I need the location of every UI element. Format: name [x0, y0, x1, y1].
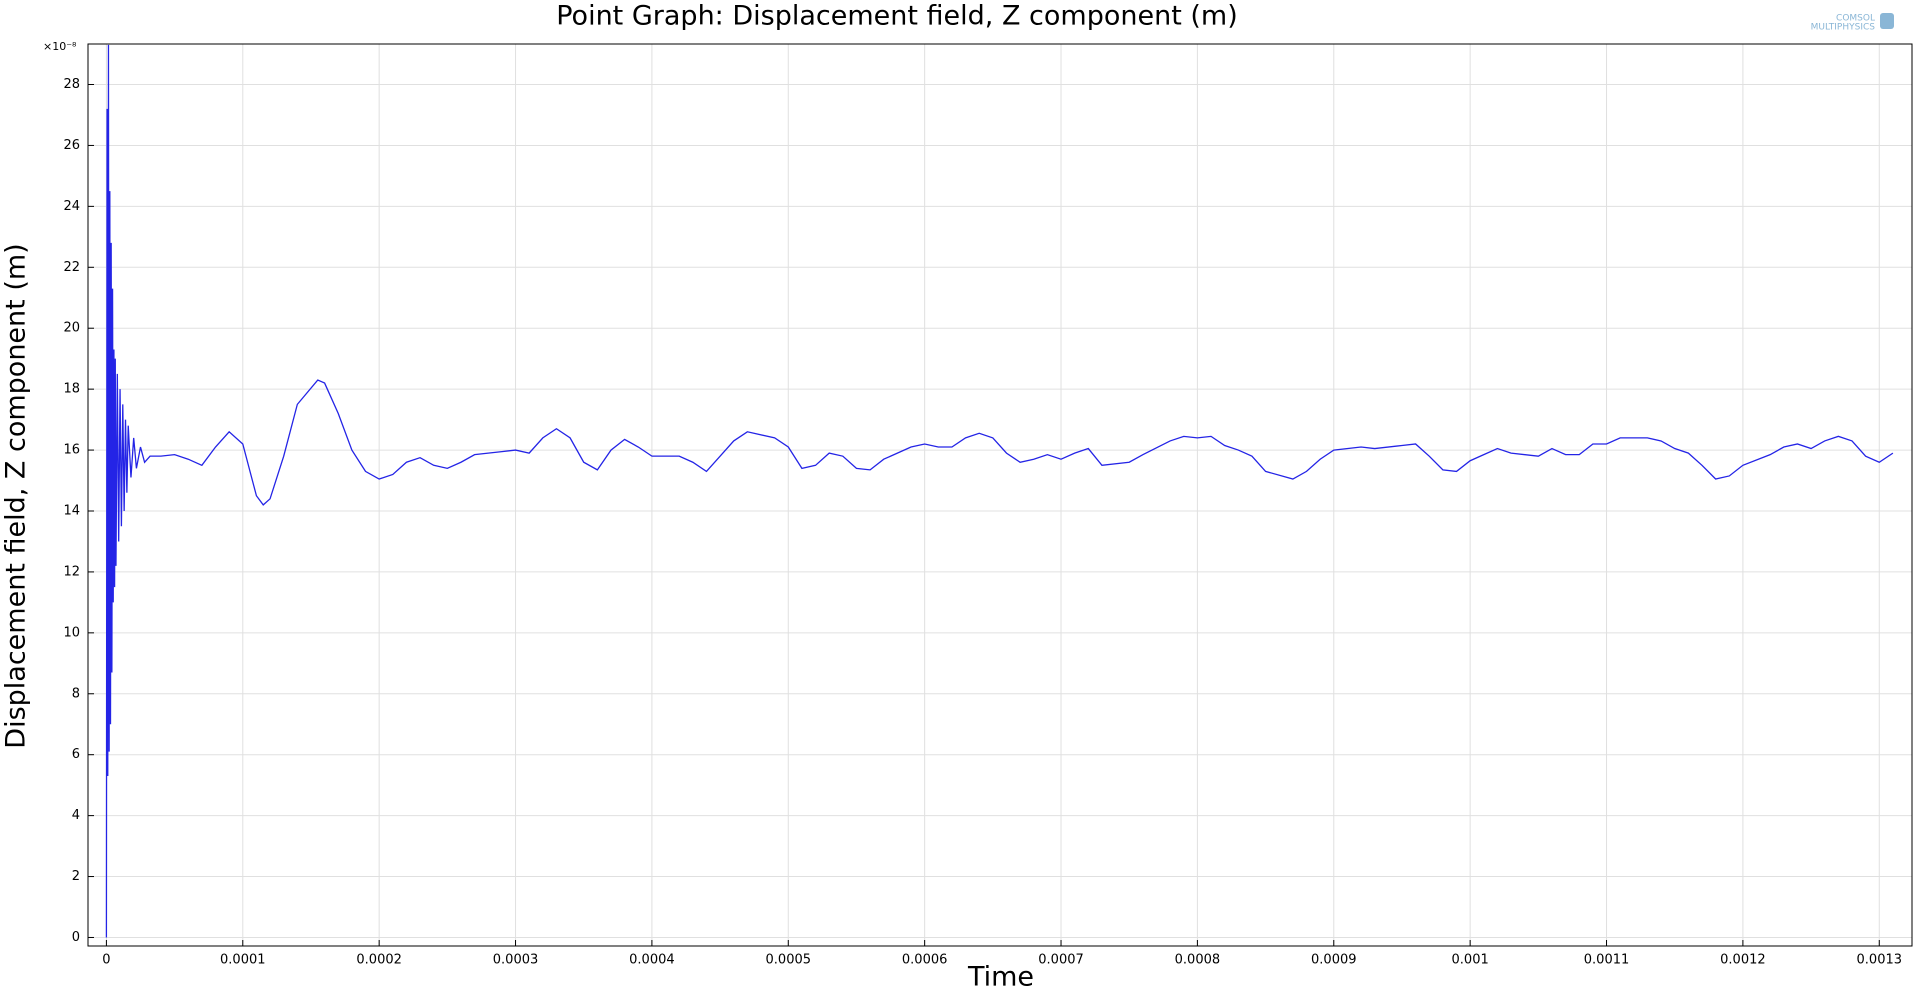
- logo-text: COMSOL: [1836, 14, 1875, 24]
- y-tick-label: 2: [72, 869, 80, 884]
- x-tick-label: 0.0002: [356, 953, 402, 968]
- y-tick-label: 8: [72, 686, 80, 701]
- y-tick-label: 14: [63, 503, 80, 518]
- x-tick-label: 0.0004: [629, 953, 675, 968]
- plot-frame: [87, 43, 1913, 947]
- y-tick-label: 18: [63, 382, 80, 397]
- y-tick-label: 6: [72, 747, 80, 762]
- x-tick-label: 0: [102, 953, 110, 968]
- x-tick-label: 0.0006: [902, 953, 948, 968]
- axis-multiplier: ×10⁻⁸: [43, 40, 77, 53]
- x-tick-label: 0.001: [1452, 953, 1489, 968]
- y-tick-label: 28: [63, 77, 80, 92]
- y-tick-label: 10: [63, 625, 80, 640]
- logo-text: MULTIPHYSICS: [1811, 23, 1876, 33]
- x-tick-label: 0.0001: [220, 953, 266, 968]
- x-tick-label: 0.0012: [1720, 953, 1766, 968]
- x-tick-label: 0.0013: [1857, 953, 1903, 968]
- x-tick-label: 0.0005: [766, 953, 812, 968]
- y-tick-label: 12: [63, 564, 80, 579]
- x-tick-label: 0.0008: [1175, 953, 1221, 968]
- y-tick-label: 22: [63, 260, 80, 275]
- y-axis-label: Displacement field, Z component (m): [1, 243, 32, 748]
- x-axis-label: Time: [967, 962, 1034, 993]
- x-tick-label: 0.0011: [1584, 953, 1630, 968]
- y-tick-label: 26: [63, 138, 80, 153]
- y-tick-label: 24: [63, 199, 80, 214]
- y-tick-label: 20: [63, 321, 80, 336]
- logo-icon: [1880, 13, 1894, 29]
- y-tick-label: 4: [72, 808, 80, 823]
- x-tick-label: 0.0007: [1038, 953, 1084, 968]
- x-tick-label: 0.0009: [1311, 953, 1357, 968]
- data-line: [105, 44, 1894, 938]
- chart-title: Point Graph: Displacement field, Z compo…: [556, 1, 1238, 32]
- x-tick-label: 0.0003: [493, 953, 539, 968]
- y-tick-label: 0: [72, 930, 80, 945]
- y-tick-label: 16: [63, 443, 80, 458]
